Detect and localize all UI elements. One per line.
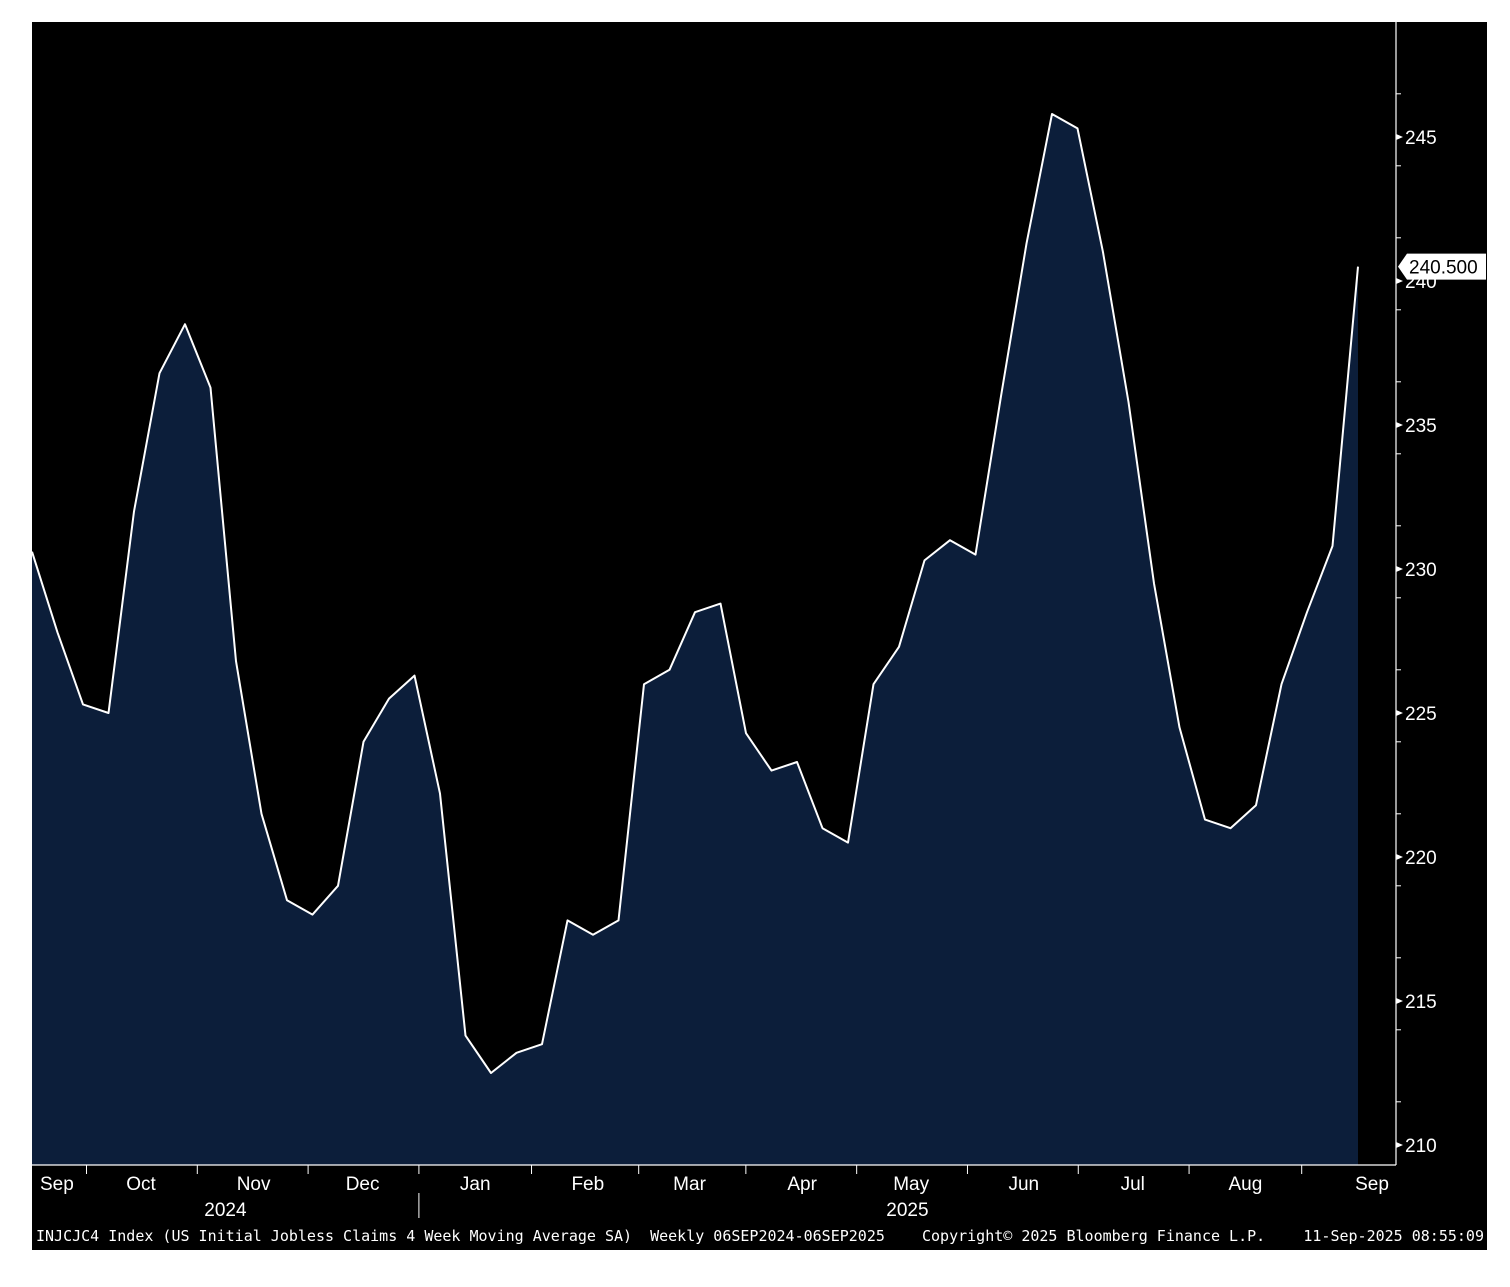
footer-copyright: Copyright© 2025 Bloomberg Finance L.P. xyxy=(922,1227,1265,1245)
x-tick-label: Oct xyxy=(126,1174,156,1195)
last-value-label: 240.500 xyxy=(1409,258,1478,279)
y-major-tick xyxy=(1396,854,1403,860)
x-tick-label: Apr xyxy=(787,1174,817,1195)
y-tick-label: 225 xyxy=(1405,704,1437,725)
x-tick-label: Aug xyxy=(1228,1174,1262,1195)
footer: INJCJC4 Index (US Initial Jobless Claims… xyxy=(36,1227,1484,1245)
x-tick-label: Sep xyxy=(1355,1174,1389,1195)
y-tick-label: 220 xyxy=(1405,848,1437,869)
x-tick-label: Dec xyxy=(346,1174,380,1195)
x-tick-label: May xyxy=(893,1174,929,1195)
y-tick-label: 230 xyxy=(1405,560,1437,581)
x-tick-label: Jan xyxy=(460,1174,491,1195)
y-major-tick xyxy=(1396,134,1403,140)
y-major-tick xyxy=(1396,998,1403,1004)
x-year-label: 2024 xyxy=(204,1200,247,1221)
last-value-layer: 240.500 xyxy=(1398,253,1486,280)
x-tick-label: Nov xyxy=(237,1174,271,1195)
footer-timestamp: 11-Sep-2025 08:55:09 xyxy=(1303,1227,1484,1245)
series-line xyxy=(31,113,1359,1074)
y-major-tick xyxy=(1396,422,1403,428)
y-tick-label: 210 xyxy=(1405,1136,1437,1157)
y-major-tick xyxy=(1396,278,1403,284)
footer-description: INJCJC4 Index (US Initial Jobless Claims… xyxy=(36,1227,885,1245)
series-layer xyxy=(31,113,1359,1165)
x-year-label: 2025 xyxy=(886,1200,928,1221)
y-tick-label: 245 xyxy=(1405,128,1437,149)
x-tick-label: Sep xyxy=(40,1174,74,1195)
y-major-tick xyxy=(1396,566,1403,572)
last-value-badge xyxy=(1398,253,1486,280)
y-tick-label: 215 xyxy=(1405,992,1437,1013)
x-tick-label: Mar xyxy=(673,1174,706,1195)
x-tick-label: Jul xyxy=(1121,1174,1145,1195)
x-tick-label: Feb xyxy=(571,1174,604,1195)
series-area xyxy=(32,114,1358,1165)
y-tick-label: 235 xyxy=(1405,416,1437,437)
y-major-tick xyxy=(1396,1142,1403,1148)
x-tick-label: Jun xyxy=(1008,1174,1039,1195)
y-major-tick xyxy=(1396,710,1403,716)
